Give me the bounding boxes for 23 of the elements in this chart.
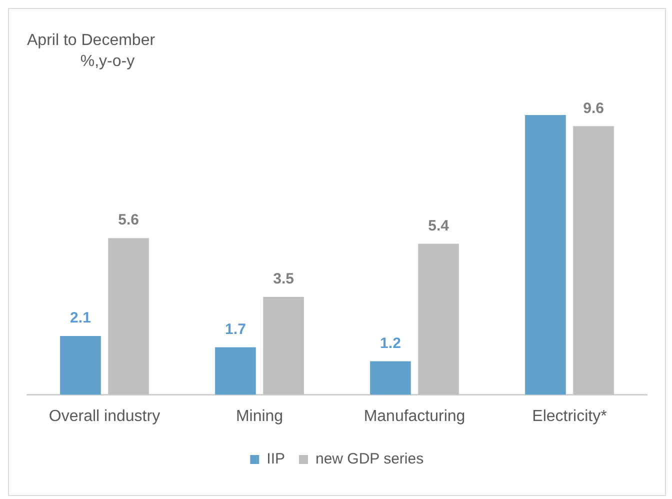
bar — [418, 244, 459, 395]
bar — [525, 114, 566, 395]
bar — [108, 238, 149, 395]
bar — [215, 347, 256, 395]
x-tick-label: Mining — [236, 408, 284, 425]
data-label: 3.5 — [273, 270, 294, 288]
chart-title: April to December — [27, 32, 156, 50]
data-label: 1.2 — [380, 334, 401, 352]
bar — [60, 336, 101, 395]
x-tick-label: Overall industry — [48, 408, 160, 425]
bar — [370, 361, 411, 395]
chart-subtitle: %,y-o-y — [27, 53, 135, 70]
data-label: 5.4 — [428, 217, 450, 234]
data-label: 5.6 — [118, 212, 139, 229]
data-label: 9.6 — [583, 100, 604, 117]
legend-label: IIP — [266, 450, 285, 468]
x-tick-label: Manufacturing — [364, 408, 466, 425]
data-label: 1.7 — [225, 320, 246, 338]
legend-label: new GDP series — [315, 450, 424, 468]
bar — [573, 126, 614, 395]
bar — [263, 296, 304, 395]
x-tick-label: Electricity* — [532, 408, 607, 425]
data-label: 2.1 — [70, 310, 91, 327]
